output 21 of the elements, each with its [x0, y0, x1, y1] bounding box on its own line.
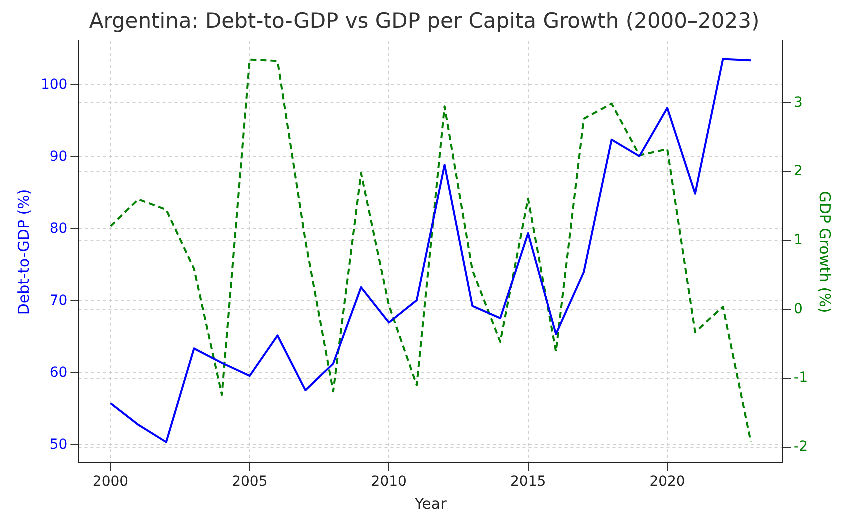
- chart-title: Argentina: Debt-to-GDP vs GDP per Capita Growth (2000–2023): [89, 9, 760, 34]
- y2-axis-title: GDP Growth (%): [816, 191, 834, 314]
- y-tick-label: 80: [50, 220, 68, 237]
- x-tick-label: 2020: [650, 474, 686, 490]
- x-axis-title: Year: [414, 494, 448, 513]
- y-axis-title: Debt-to-GDP (%): [14, 189, 33, 316]
- y2-tick-label: -1: [794, 370, 808, 386]
- y2-tick-label: 0: [794, 301, 803, 318]
- x-tick-label: 2010: [371, 474, 407, 490]
- x-tick-label: 2015: [510, 474, 546, 490]
- x-tick-label: 2005: [232, 474, 268, 490]
- y2-tick-label: 1: [794, 232, 803, 248]
- y-tick-label: 90: [50, 148, 68, 165]
- y-tick-label: 70: [50, 292, 68, 309]
- y2-tick-label: -2: [794, 439, 808, 456]
- y2-tick-label: 3: [794, 94, 803, 111]
- y-tick-label: 100: [40, 76, 68, 93]
- y-tick-label: 60: [50, 364, 68, 381]
- x-tick-label: 2000: [92, 474, 129, 490]
- y-tick-label: 50: [50, 436, 68, 453]
- y2-tick-label: 2: [794, 164, 803, 180]
